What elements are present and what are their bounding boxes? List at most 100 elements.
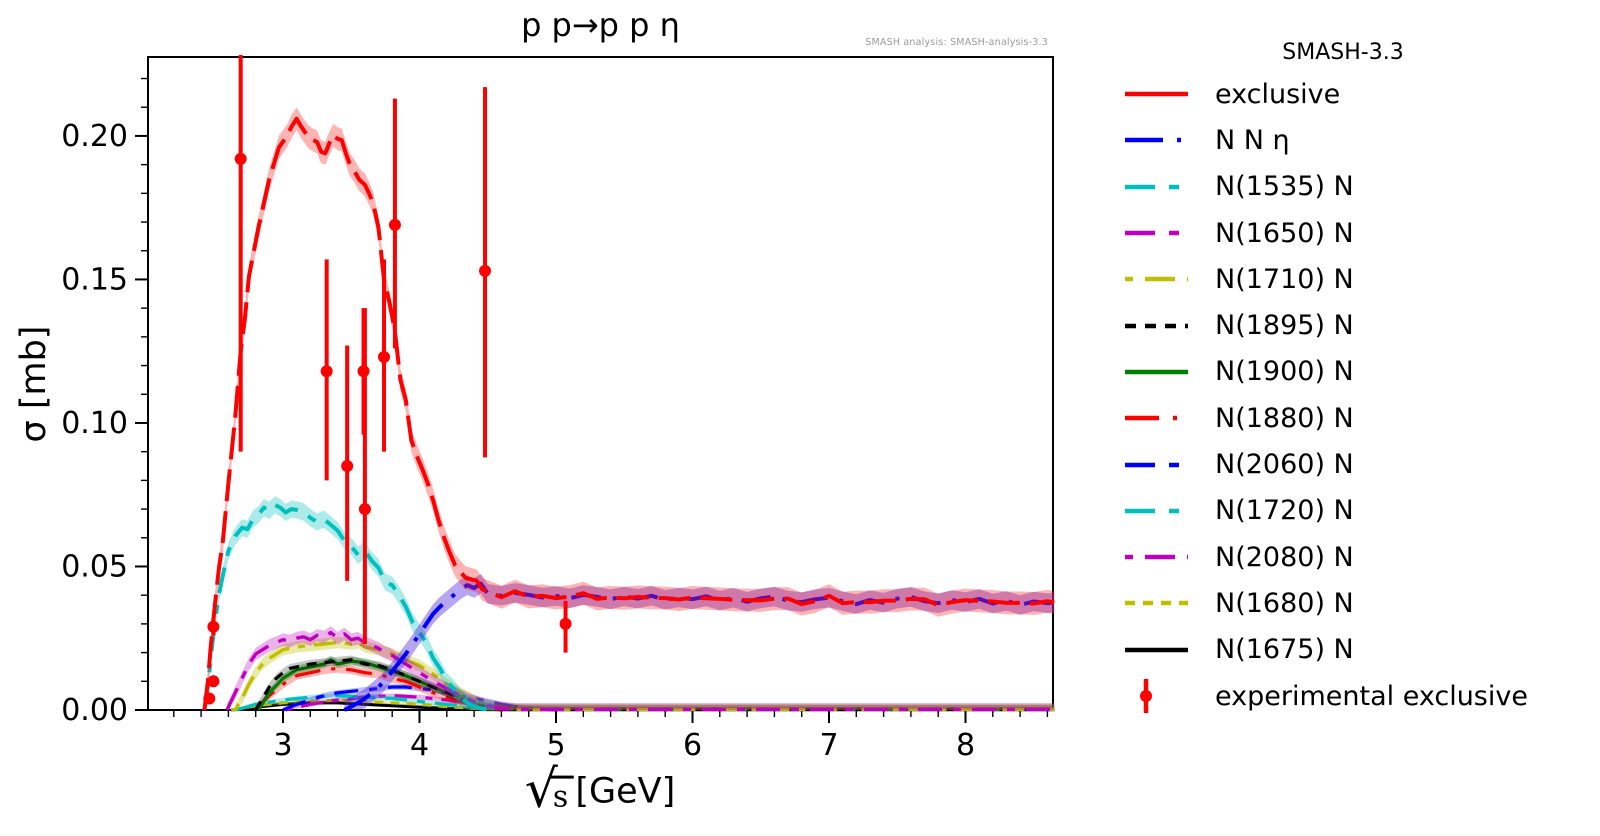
x-tick-label: 3 (273, 728, 292, 763)
legend-entry-label: N(1535) N (1215, 171, 1354, 203)
y-tick-label: 0.15 (61, 262, 128, 297)
legend-title: SMASH-3.3 (1282, 40, 1404, 65)
data-point (341, 460, 354, 473)
legend-entry-label: N(1880) N (1215, 402, 1354, 434)
series-line (254, 666, 502, 712)
legend-entry-label: N(1710) N (1215, 263, 1354, 295)
legend-line-sample (1125, 508, 1188, 514)
legend-line-sample (1125, 554, 1188, 560)
data-point (559, 617, 572, 630)
data-point (207, 620, 220, 633)
sqrt-radicand: s (549, 775, 574, 814)
legend-row-n-2060-n: N(2060) N (1100, 441, 1590, 487)
series-line (282, 685, 557, 712)
series-band (255, 664, 502, 710)
series-band (236, 693, 1055, 710)
data-point (234, 152, 247, 165)
y-tick-label: 0.05 (61, 549, 128, 584)
series-n-1535-n (202, 496, 495, 712)
data-point (320, 365, 333, 378)
series-exclusive (202, 107, 1055, 711)
legend-entry-label: N(1650) N (1215, 217, 1354, 249)
legend-entry-label: N N η (1215, 124, 1290, 156)
legend-row-n-1675-n: N(1675) N (1100, 627, 1590, 673)
series-n-1720-n (236, 693, 1055, 712)
legend-line-sample (1125, 91, 1188, 97)
legend-row-n-1720-n: N(1720) N (1100, 488, 1590, 534)
sqrt-radical-glyph: √ (524, 759, 558, 820)
x-tick-label: 4 (410, 728, 429, 763)
x-tick-label: 8 (956, 728, 975, 763)
legend-line-sample (1125, 323, 1188, 328)
series-band (231, 698, 1055, 710)
data-point (378, 350, 391, 363)
legend-line-sample (1125, 277, 1188, 282)
legend-entry-label: N(1720) N (1215, 495, 1354, 527)
legend-entry-label: N(1900) N (1215, 356, 1354, 388)
y-tick-label: 0.10 (61, 406, 128, 441)
plot-title: p p→p p η (521, 6, 680, 44)
series-n-1710-n (233, 636, 1055, 712)
legend-row-n-1535-n: N(1535) N (1100, 164, 1590, 210)
y-tick-label: 0.20 (61, 119, 128, 154)
y-tick-label: 0.00 (61, 693, 128, 728)
plot-frame (147, 56, 1054, 711)
data-point (479, 264, 492, 277)
legend: SMASH-3.3 exclusive N N η N(1535) N N(1650)… (1100, 40, 1590, 719)
series-n-1650-n (225, 626, 1055, 712)
legend-row-n-1650-n: N(1650) N (1100, 210, 1590, 256)
legend-row-n-1680-n: N(1680) N (1100, 580, 1590, 626)
legend-row-exclusive: exclusive (1100, 71, 1590, 117)
legend-row-n-1900-n: N(1900) N (1100, 349, 1590, 395)
watermark-text: SMASH analysis: SMASH-analysis-3.3 (865, 37, 1048, 48)
legend-line-sample (1125, 462, 1188, 467)
series-band (204, 107, 1055, 710)
series-band (255, 655, 1055, 710)
legend-row-n-n: N N η (1100, 117, 1590, 163)
data-point (203, 692, 216, 705)
series-line (202, 116, 1055, 711)
series-line (202, 502, 495, 712)
y-axis-label: σ [mb] (14, 325, 54, 443)
x-axis-unit: [GeV] (575, 771, 676, 812)
legend-line-sample (1125, 230, 1188, 236)
data-point (207, 675, 220, 688)
legend-line-sample (1125, 138, 1188, 143)
plot-area (202, 55, 1055, 712)
experimental-points (203, 55, 572, 705)
legend-entry-label: N(1895) N (1215, 310, 1354, 342)
series-band (227, 626, 1055, 710)
legend-rows: exclusive N N η N(1535) N N(1650) N N(1710) … (1100, 71, 1590, 719)
series-line (225, 630, 1055, 712)
legend-entry-label: N(2080) N (1215, 541, 1354, 573)
axis-ticks: 3 4 5 6 7 8 0.00 0.05 0.10 0.15 0.20 (61, 77, 1049, 763)
series-n-2060-n (282, 684, 557, 712)
data-point (358, 503, 371, 516)
legend-row-n-1895-n: N(1895) N (1100, 302, 1590, 348)
legend-entry-label: N(1675) N (1215, 634, 1354, 666)
legend-line-sample (1125, 369, 1188, 375)
x-tick-label: 6 (683, 728, 702, 763)
series-band (344, 573, 1055, 710)
legend-entry-label: experimental exclusive (1215, 680, 1528, 712)
x-tick-label: 7 (819, 728, 838, 763)
legend-line-sample (1125, 184, 1188, 189)
legend-entry-label: N(1680) N (1215, 587, 1354, 619)
legend-entry-label: exclusive (1215, 78, 1341, 110)
series-n-1880-n (254, 664, 502, 712)
legend-line-sample (1125, 647, 1188, 652)
legend-line-sample (1125, 601, 1188, 606)
legend-errorbar-sample (1140, 679, 1152, 713)
data-point (388, 218, 401, 231)
legend-row-n-1880-n: N(1880) N (1100, 395, 1590, 441)
legend-line-sample (1125, 415, 1188, 421)
legend-row-n-1710-n: N(1710) N (1100, 256, 1590, 302)
x-axis-label: √ s [GeV] (524, 759, 676, 820)
series-band (204, 496, 495, 710)
legend-row-n-2080-n: N(2080) N (1100, 534, 1590, 580)
legend-row-experimental-exclusive: experimental exclusive (1100, 673, 1590, 719)
legend-entry-label: N(2060) N (1215, 449, 1354, 481)
x-tick-label: 5 (546, 728, 565, 763)
